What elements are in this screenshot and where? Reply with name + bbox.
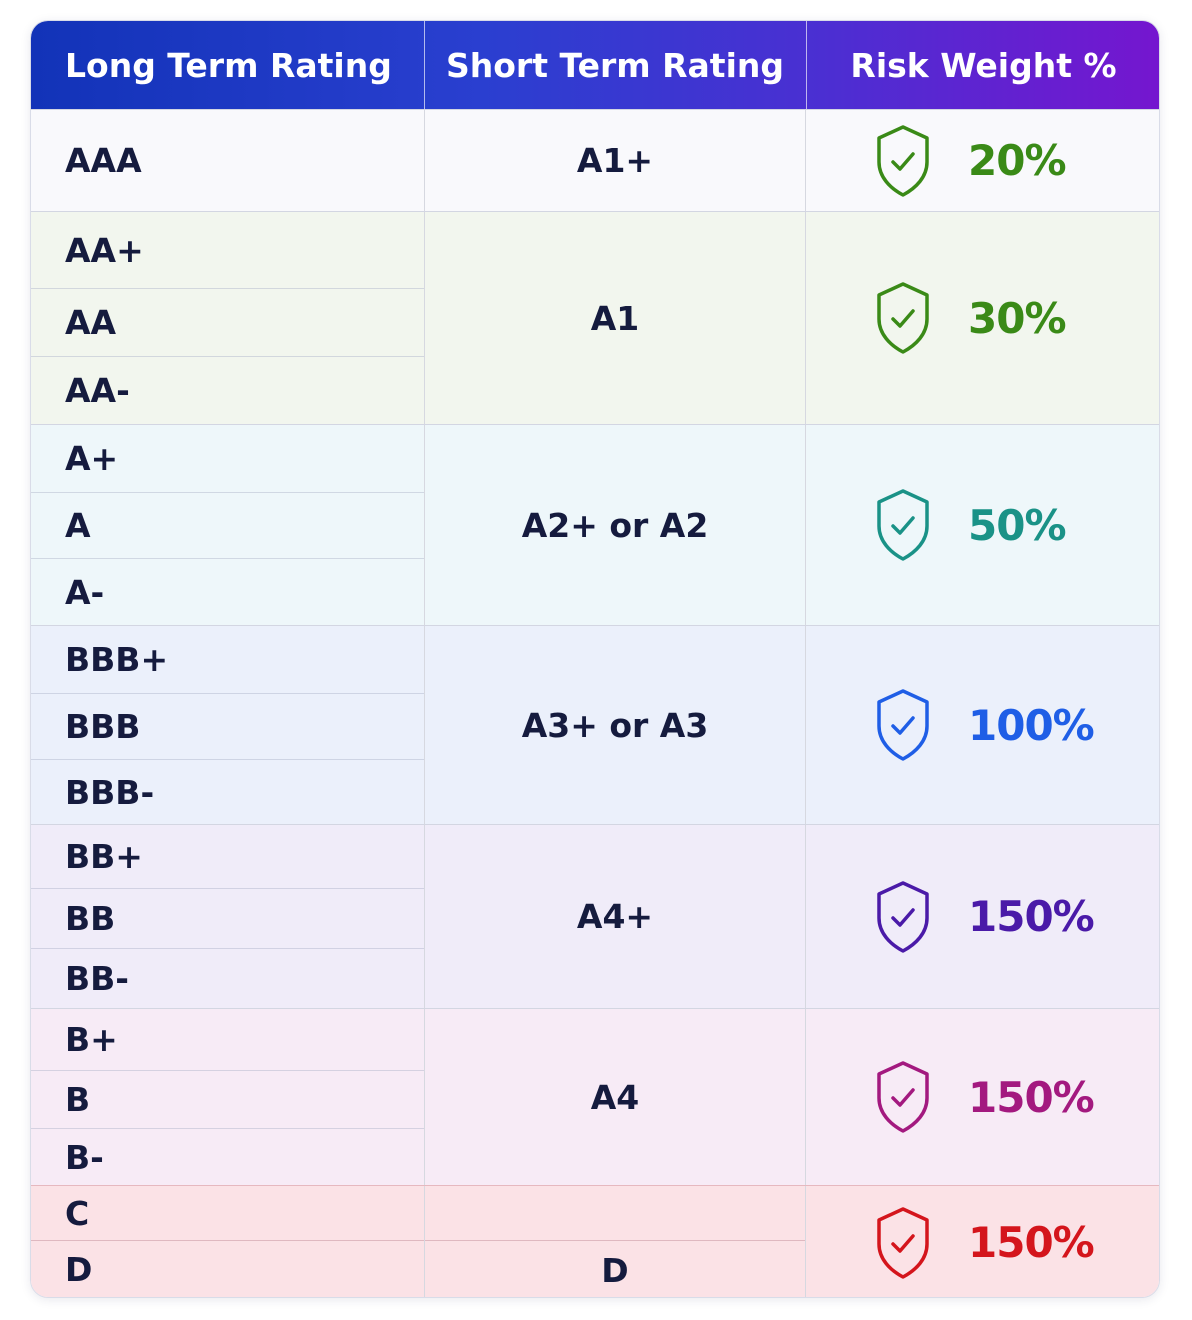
short-term-cell: A3+ or A3 <box>424 626 806 824</box>
risk-weight-cell: 100% <box>806 626 1159 824</box>
shield-check-icon <box>874 1060 932 1134</box>
long-term-cell: B+ B B- <box>31 1009 424 1185</box>
risk-weight-value: 30% <box>968 293 1067 343</box>
long-term-rating: AA <box>31 288 424 356</box>
rating-group: BB+ BB BB- A4+ 150% <box>31 824 1159 1008</box>
risk-weight-value: 50% <box>968 500 1067 550</box>
shield-check-icon <box>874 880 932 954</box>
risk-weight-cell: 150% <box>806 1186 1159 1297</box>
header-risk-weight: Risk Weight % <box>850 45 1117 85</box>
long-term-cell: BBB+ BBB BBB- <box>31 626 424 824</box>
risk-weight-value: 150% <box>968 892 1095 941</box>
long-term-rating: BBB+ <box>65 640 169 679</box>
short-term-cell: A4+ <box>424 825 806 1008</box>
long-term-rating: AA- <box>31 356 424 424</box>
long-term-rating: A+ <box>65 439 119 478</box>
rating-group: AAA A1+ 20% <box>31 109 1159 211</box>
table-header: Long Term Rating Short Term Rating Risk … <box>31 21 1159 109</box>
risk-weight-cell: 150% <box>806 825 1159 1008</box>
shield-check-icon <box>874 688 932 762</box>
long-term-cell: A+ A A- <box>31 425 424 625</box>
shield-check-icon <box>874 281 932 355</box>
rating-group: A+ A A- A2+ or A2 50% <box>31 424 1159 625</box>
long-term-cell: C D <box>31 1186 424 1297</box>
long-term-rating: BBB <box>31 693 424 759</box>
risk-weight-value: 150% <box>968 1218 1095 1267</box>
long-term-rating: AAA <box>65 141 142 180</box>
short-term-cell: A1+ <box>424 110 806 211</box>
long-term-rating: AA+ <box>65 230 144 270</box>
rating-group: C D D 150% <box>31 1185 1159 1297</box>
risk-weight-cell: 30% <box>806 212 1159 424</box>
short-term-cell: D <box>424 1186 806 1297</box>
short-term-rating: A1+ <box>576 141 654 180</box>
header-divider <box>806 21 807 109</box>
risk-weight-cell: 50% <box>806 425 1159 625</box>
long-term-rating: B <box>31 1070 424 1128</box>
shield-check-icon <box>874 124 932 198</box>
short-term-cell: A2+ or A2 <box>424 425 806 625</box>
risk-weight-cell: 20% <box>806 110 1159 211</box>
risk-weight-table: Long Term Rating Short Term Rating Risk … <box>30 20 1160 1298</box>
long-term-rating: BB- <box>31 948 424 1008</box>
short-term-cell: A4 <box>424 1009 806 1185</box>
short-term-rating: A1 <box>590 298 640 338</box>
long-term-rating: B- <box>31 1128 424 1185</box>
short-term-rating: A4+ <box>576 897 654 936</box>
long-term-cell: BB+ BB BB- <box>31 825 424 1008</box>
long-term-rating: BBB- <box>31 759 424 824</box>
header-short-term-rating: Short Term Rating <box>445 45 784 85</box>
long-term-rating: B+ <box>65 1020 118 1059</box>
long-term-rating: C <box>65 1193 90 1233</box>
header-long-term-rating: Long Term Rating <box>65 45 392 85</box>
risk-weight-value: 100% <box>968 700 1095 750</box>
shield-check-icon <box>874 488 932 562</box>
header-divider <box>424 21 425 109</box>
risk-weight-value: 150% <box>968 1072 1095 1122</box>
risk-weight-cell: 150% <box>806 1009 1159 1185</box>
short-term-rating: A3+ or A3 <box>521 705 709 745</box>
long-term-cell: AA+ AA AA- <box>31 212 424 424</box>
shield-check-icon <box>874 1206 932 1280</box>
long-term-rating: BB+ <box>65 837 143 876</box>
short-term-rating: A4 <box>590 1077 640 1117</box>
long-term-rating: D <box>31 1240 424 1297</box>
short-term-rating: D <box>425 1240 805 1297</box>
risk-weight-value: 20% <box>968 136 1067 185</box>
long-term-rating: BB <box>31 888 424 948</box>
rating-group: AA+ AA AA- A1 30% <box>31 211 1159 424</box>
long-term-rating: A- <box>31 558 424 625</box>
short-term-rating: A2+ or A2 <box>521 505 709 545</box>
long-term-cell: AAA <box>31 110 424 211</box>
rating-group: BBB+ BBB BBB- A3+ or A3 100% <box>31 625 1159 824</box>
long-term-rating: A <box>31 492 424 558</box>
short-term-cell: A1 <box>424 212 806 424</box>
rating-group: B+ B B- A4 150% <box>31 1008 1159 1185</box>
